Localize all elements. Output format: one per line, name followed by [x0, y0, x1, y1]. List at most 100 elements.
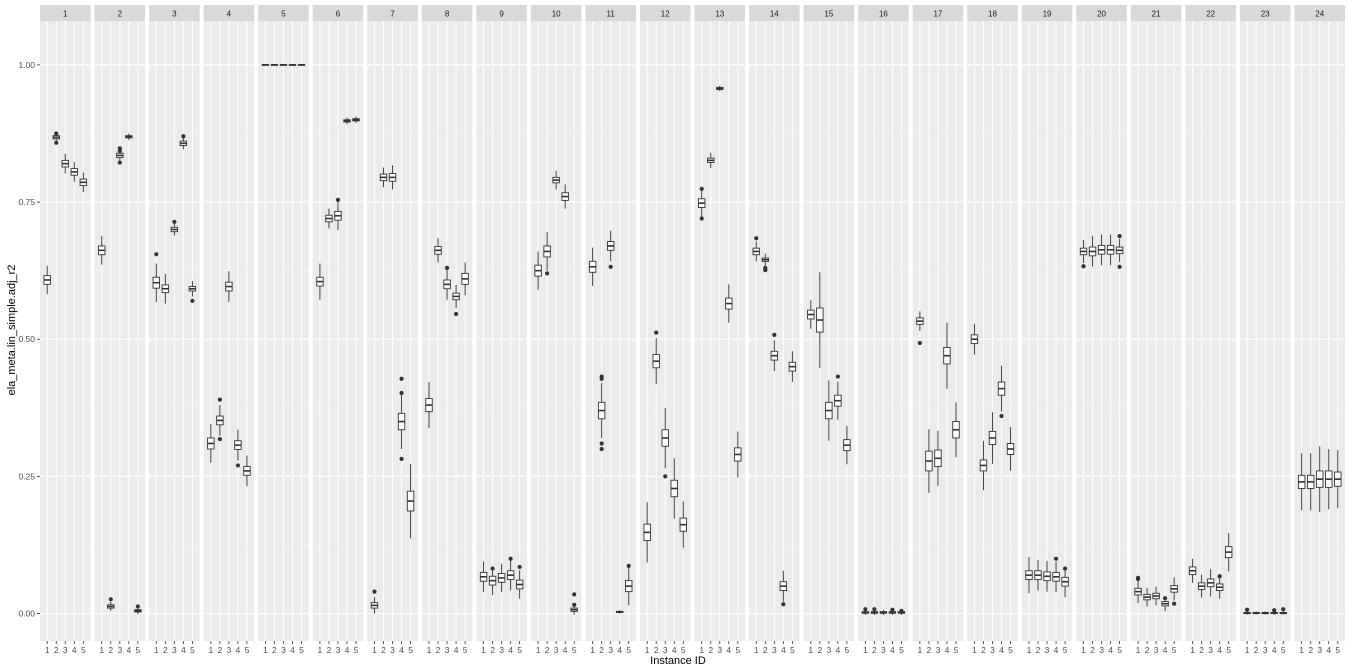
- y-tick-label: 0.75: [18, 197, 35, 207]
- outlier-point: [135, 604, 140, 609]
- boxplot-box: [616, 610, 624, 614]
- x-tick-label: 1: [45, 645, 50, 655]
- x-tick-label: 2: [1145, 645, 1150, 655]
- x-tick-label: 5: [1063, 645, 1068, 655]
- facet-strip: [1185, 5, 1236, 21]
- x-tick-label: 3: [663, 645, 668, 655]
- facet-panel: 16 1 2 3 4 5: [858, 5, 909, 655]
- boxplot-box: [515, 564, 524, 599]
- x-tick-label: 3: [608, 645, 613, 655]
- outlier-point: [663, 474, 668, 479]
- facet-strip-label: 12: [661, 10, 670, 19]
- x-tick-label: 2: [436, 645, 441, 655]
- boxplot-box: [1261, 611, 1269, 615]
- x-tick-label: 4: [945, 645, 950, 655]
- x-tick-label: 3: [826, 645, 831, 655]
- x-tick-label: 2: [654, 645, 659, 655]
- boxplot-box: [925, 429, 933, 493]
- boxplot-box: [561, 184, 569, 209]
- boxplot-box: [125, 133, 133, 141]
- facet-panel: 121 2 3 4 5: [639, 5, 691, 655]
- facet-panel: 14 1 2 3 4 5: [749, 5, 800, 655]
- facet-panel: 51 2 3 4 5: [258, 5, 309, 655]
- y-tick-label: 0.50: [18, 334, 35, 344]
- facet-strip: [1239, 5, 1291, 21]
- facet-strip: [858, 5, 909, 21]
- facet-panel: 11 2 3 4 5: [40, 5, 91, 655]
- x-tick-label: 3: [1208, 645, 1213, 655]
- facet-strip: [40, 5, 91, 21]
- facet-strip: [94, 5, 146, 21]
- boxplot-box: [597, 374, 606, 452]
- x-tick-label: 3: [1099, 645, 1104, 655]
- y-tick-label: 0.25: [18, 471, 35, 481]
- x-tick-label: 3: [554, 645, 559, 655]
- x-tick-label: 3: [117, 645, 122, 655]
- x-tick-label: 2: [1199, 645, 1204, 655]
- outlier-point: [890, 607, 895, 612]
- boxplot-box: [170, 219, 179, 236]
- boxplot-box: [734, 431, 742, 478]
- x-tick-label: 4: [1108, 645, 1113, 655]
- boxplot-box: [370, 589, 379, 614]
- boxplot-box: [698, 186, 706, 221]
- boxplot-box: [888, 607, 897, 615]
- boxplot-box: [1143, 587, 1151, 607]
- facet-panel: 31 2 3 4 5: [149, 5, 200, 655]
- x-tick-label: 5: [1172, 645, 1177, 655]
- facet-strip-label: 4: [227, 10, 232, 19]
- boxplot-box: [543, 232, 551, 276]
- facet-panel: 19 1 2 3 4 5: [1021, 5, 1073, 655]
- facet-panel: 6 1 2 3 4 5: [312, 5, 364, 655]
- x-tick-label: 4: [181, 645, 186, 655]
- facet-panel: 8 1 2 3 4 5: [421, 5, 473, 655]
- outlier-point: [1281, 607, 1286, 612]
- x-tick-label: 3: [936, 645, 941, 655]
- facet-strip-label: 23: [1261, 10, 1270, 19]
- outlier-point: [181, 134, 186, 139]
- x-tick-label: 4: [1272, 645, 1277, 655]
- x-tick-label: 4: [126, 645, 131, 655]
- facet-strip: [967, 5, 1018, 21]
- boxplot-box: [1079, 239, 1088, 269]
- boxplot-box: [943, 322, 951, 389]
- x-tick-label: 5: [354, 645, 359, 655]
- outlier-point: [1117, 233, 1122, 239]
- boxplot-box: [216, 397, 224, 442]
- boxplot-box: [1161, 596, 1169, 612]
- x-tick-label: 1: [754, 645, 759, 655]
- x-tick-label: 3: [881, 645, 886, 655]
- boxplot-box: [270, 63, 279, 66]
- outlier-point: [172, 219, 177, 224]
- facet-strip: [1076, 5, 1127, 21]
- x-tick-label: 2: [1090, 645, 1095, 655]
- outlier-point: [781, 602, 786, 607]
- x-tick-label: 5: [845, 645, 850, 655]
- facet-strip: [312, 5, 364, 21]
- boxplot-box: [497, 563, 506, 593]
- boxplot-box: [107, 597, 115, 611]
- boxplot-box: [834, 374, 842, 420]
- outlier-point: [117, 160, 122, 165]
- boxplot-box: [825, 380, 833, 441]
- x-tick-label: 4: [399, 645, 404, 655]
- x-tick-label: 5: [790, 645, 795, 655]
- boxplot-box: [588, 247, 597, 287]
- facet-strip-label: 1: [63, 10, 68, 19]
- x-tick-label: 1: [99, 645, 104, 655]
- facet-strip-label: 15: [824, 10, 833, 19]
- boxplot-box: [761, 253, 769, 273]
- boxplot-box: [98, 236, 106, 265]
- facet-panel: 18 1 2 3 4 5: [967, 5, 1018, 655]
- boxplot-box: [43, 265, 51, 295]
- x-tick-label: 2: [490, 645, 495, 655]
- x-tick-label: 2: [927, 645, 932, 655]
- outlier-point: [372, 589, 377, 594]
- x-tick-label: 5: [681, 645, 686, 655]
- x-tick-label: 1: [645, 645, 650, 655]
- x-tick-label: 2: [817, 645, 822, 655]
- facet-strip: [258, 5, 309, 21]
- x-tick-label: 1: [1245, 645, 1250, 655]
- boxplot-box: [461, 262, 469, 296]
- facet-strip: [1021, 5, 1073, 21]
